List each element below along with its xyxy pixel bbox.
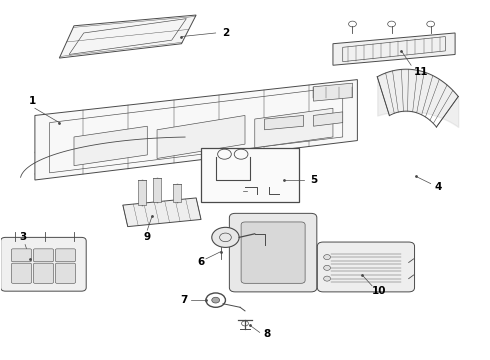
Text: 9: 9 xyxy=(144,232,151,242)
FancyBboxPatch shape xyxy=(55,263,75,283)
Ellipse shape xyxy=(35,147,54,156)
Ellipse shape xyxy=(35,157,54,167)
Text: 1: 1 xyxy=(29,96,36,106)
Polygon shape xyxy=(74,126,147,166)
Polygon shape xyxy=(123,198,201,226)
Text: 10: 10 xyxy=(372,286,387,296)
Circle shape xyxy=(212,297,220,303)
FancyBboxPatch shape xyxy=(11,249,31,262)
Polygon shape xyxy=(265,116,304,130)
Text: 2: 2 xyxy=(222,28,229,38)
Text: 5: 5 xyxy=(310,175,317,185)
Text: 3: 3 xyxy=(19,232,26,242)
Bar xyxy=(201,148,299,202)
Circle shape xyxy=(324,255,331,260)
Circle shape xyxy=(324,265,331,270)
FancyBboxPatch shape xyxy=(33,263,53,283)
FancyBboxPatch shape xyxy=(318,242,415,292)
Polygon shape xyxy=(153,178,161,202)
FancyBboxPatch shape xyxy=(229,213,317,292)
Polygon shape xyxy=(157,116,245,158)
Text: 6: 6 xyxy=(197,257,205,267)
Ellipse shape xyxy=(35,168,54,177)
Text: 8: 8 xyxy=(263,329,270,339)
Polygon shape xyxy=(59,15,196,58)
Text: 11: 11 xyxy=(414,67,428,77)
FancyBboxPatch shape xyxy=(55,249,75,262)
Polygon shape xyxy=(314,112,343,126)
FancyBboxPatch shape xyxy=(11,263,31,283)
Circle shape xyxy=(212,227,239,247)
Polygon shape xyxy=(255,108,333,148)
FancyBboxPatch shape xyxy=(241,222,305,283)
Circle shape xyxy=(324,276,331,281)
Polygon shape xyxy=(314,83,352,101)
Polygon shape xyxy=(172,184,180,202)
Polygon shape xyxy=(333,33,455,65)
Polygon shape xyxy=(35,80,357,180)
Text: 4: 4 xyxy=(434,182,441,192)
FancyBboxPatch shape xyxy=(0,237,86,291)
Text: 7: 7 xyxy=(180,295,188,305)
Polygon shape xyxy=(139,180,147,205)
FancyBboxPatch shape xyxy=(33,249,53,262)
